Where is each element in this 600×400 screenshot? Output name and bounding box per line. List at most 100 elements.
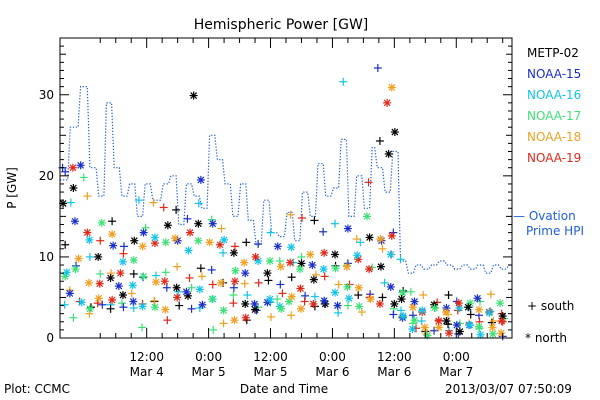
north-marker: [76, 161, 85, 170]
north-marker: [366, 295, 375, 304]
south-marker: [419, 291, 428, 300]
north-marker: [473, 294, 482, 303]
north-marker: [116, 269, 125, 278]
south-marker: [229, 283, 238, 292]
north-marker: [354, 283, 363, 292]
north-marker: [161, 305, 170, 314]
x-tick-time-label: 0:00: [443, 350, 470, 364]
north-marker: [455, 327, 464, 336]
north-marker: [452, 321, 461, 330]
x-tick-time-label: 12:00: [129, 350, 164, 364]
north-marker: [331, 250, 340, 259]
south-marker: [98, 300, 107, 309]
north-marker: [343, 224, 352, 233]
north-marker: [139, 272, 148, 281]
north-marker: [273, 242, 282, 251]
south-marker: [297, 214, 306, 222]
north-marker: [118, 291, 127, 300]
south-marker: [276, 280, 285, 289]
north-marker: [208, 219, 217, 228]
south-marker: [287, 311, 296, 320]
north-marker: [485, 308, 494, 317]
north-marker: [297, 259, 306, 268]
south-marker: [417, 316, 426, 325]
south-marker: [127, 289, 136, 298]
south-marker: [243, 291, 252, 300]
south-marker: [286, 210, 295, 219]
south-marker: [61, 240, 70, 249]
north-marker: [277, 304, 286, 313]
north-marker: [59, 199, 68, 208]
south-marker: [172, 205, 181, 214]
north-marker: [189, 91, 198, 100]
legend-satellite-label: NOAA-18: [527, 130, 581, 144]
south-marker: [85, 252, 94, 261]
north-marker: [138, 302, 147, 311]
south-marker: [444, 291, 453, 300]
south-marker: [266, 228, 275, 237]
south-marker: [161, 268, 170, 277]
north-marker: [320, 248, 329, 257]
north-marker: [398, 288, 407, 297]
north-marker: [387, 231, 396, 240]
south-marker: [319, 227, 328, 236]
south-marker: [134, 196, 143, 205]
north-marker: [410, 316, 419, 325]
south-marker: [185, 274, 194, 282]
north-marker: [387, 83, 396, 92]
north-marker: [376, 262, 385, 271]
south-marker: [173, 262, 182, 271]
south-marker: [331, 219, 340, 228]
south-marker: [229, 299, 238, 308]
north-marker: [286, 258, 295, 267]
north-marker: [309, 299, 318, 308]
south-marker: [108, 217, 117, 226]
north-marker: [497, 316, 506, 325]
north-marker: [195, 285, 204, 294]
ovation-prime-hpi-line: [60, 86, 512, 274]
north-marker: [397, 295, 406, 304]
north-marker: [390, 299, 399, 308]
north-marker: [353, 251, 362, 260]
north-marker: [465, 321, 474, 330]
observation-markers: [58, 64, 509, 341]
north-marker: [333, 301, 342, 310]
south-marker: [217, 224, 226, 233]
north-marker: [219, 306, 228, 315]
north-marker: [331, 288, 340, 297]
ovation-hpi-path: [60, 86, 512, 274]
south-marker: [389, 310, 398, 319]
north-marker: [163, 221, 172, 230]
south-marker: [96, 236, 105, 245]
south-marker: [300, 297, 309, 306]
north-marker: [77, 298, 86, 307]
north-marker: [128, 281, 137, 290]
north-marker: [308, 261, 317, 270]
north-marker: [139, 228, 148, 237]
north-marker: [287, 243, 296, 252]
north-marker: [386, 282, 395, 291]
north-marker: [108, 295, 117, 304]
north-marker: [231, 266, 240, 275]
south-marker: [219, 319, 228, 328]
south-marker: [159, 203, 168, 212]
north-marker: [129, 297, 138, 306]
south-marker: [254, 278, 263, 287]
north-marker: [216, 278, 225, 287]
north-marker: [276, 262, 285, 271]
south-marker: [138, 323, 147, 332]
north-marker: [230, 316, 239, 325]
south-marker: [60, 300, 69, 309]
north-marker: [194, 219, 203, 228]
north-marker: [150, 233, 159, 242]
south-marker: [310, 292, 319, 301]
north-marker: [476, 330, 485, 339]
north-marker: [68, 163, 77, 172]
south-marker: [119, 249, 128, 258]
north-marker: [442, 316, 451, 325]
north-marker: [151, 278, 160, 287]
north-marker: [266, 256, 275, 265]
south-marker: [219, 248, 228, 257]
north-marker: [488, 323, 497, 332]
x-tick-date-label: Mar 5: [192, 365, 226, 379]
